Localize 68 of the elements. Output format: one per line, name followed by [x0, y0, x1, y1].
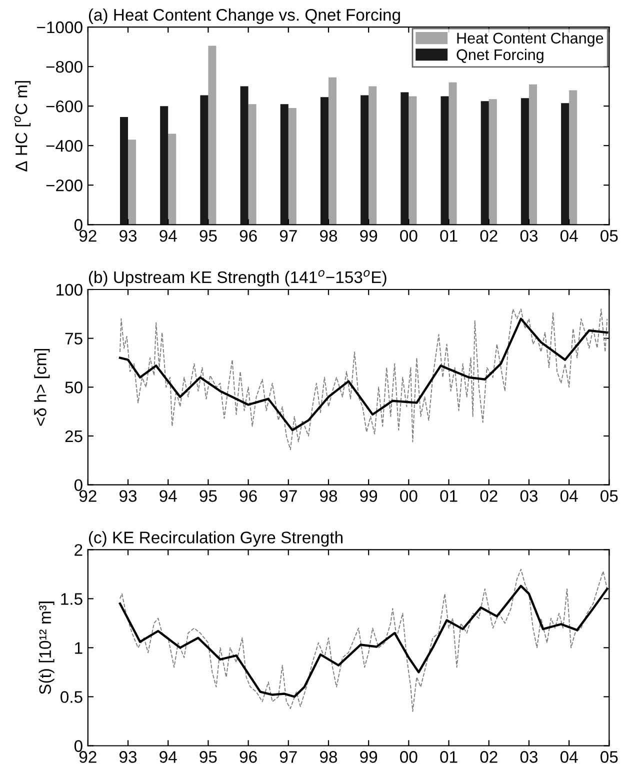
y-tick-label: 0	[74, 740, 82, 752]
x-tick-label: 00	[400, 230, 418, 242]
y-tick-label: 1.5	[61, 593, 82, 605]
y-tick-label: −1000	[37, 21, 82, 34]
x-tick-label: 93	[120, 751, 137, 763]
x-tick-label: 92	[79, 751, 96, 763]
x-tick-label: 94	[160, 490, 177, 502]
chart-title: (b) Upstream KE Strength (141$^{o}$−153$^{o}$E)	[88, 270, 386, 286]
x-tick-label: 95	[200, 751, 217, 763]
x-tick-label: 97	[280, 490, 297, 502]
x-tick-label: 05	[600, 751, 618, 763]
y-tick-label: −400	[46, 140, 82, 152]
x-tick-label: 93	[120, 490, 137, 502]
x-tick-label: 97	[280, 230, 297, 242]
y-tick-label: 75	[65, 332, 82, 345]
x-tick-label: 03	[520, 490, 538, 502]
x-tick-label: 97	[280, 751, 297, 763]
x-tick-label: 04	[560, 490, 578, 502]
x-tick-label: 95	[200, 230, 217, 242]
x-tick-label: 94	[160, 230, 177, 242]
chart-title: (c) KE Recirculation Gyre Strength	[88, 531, 342, 547]
x-tick-label: 01	[440, 490, 458, 502]
y-tick-label: −800	[46, 60, 82, 73]
y-tick-label: 2	[74, 544, 82, 556]
x-tick-label: 95	[200, 490, 217, 502]
x-tick-label: 98	[320, 751, 338, 763]
y-tick-label: −600	[46, 100, 82, 112]
y-tick-label: −200	[46, 180, 82, 192]
y-tick-label: 50	[65, 382, 82, 394]
x-tick-label: 01	[440, 751, 458, 763]
x-tick-label: 96	[240, 751, 257, 763]
y-axis-title: S(t) [10¹² m³]	[38, 602, 54, 694]
text: Heat Content Change	[457, 32, 604, 47]
x-tick-label: 98	[320, 490, 338, 502]
x-tick-label: 93	[120, 230, 137, 242]
y-tick-label: 25	[65, 430, 82, 442]
x-tick-label: 04	[560, 751, 578, 763]
x-tick-label: 02	[480, 751, 498, 763]
x-tick-label: 96	[240, 230, 257, 242]
x-tick-label: 04	[560, 230, 578, 242]
y-tick-label: 0	[74, 219, 82, 231]
chart-title: (a) Heat Content Change vs. Qnet Forcing	[88, 8, 400, 24]
x-tick-label: 94	[160, 751, 177, 763]
x-tick-label: 00	[400, 490, 418, 502]
x-tick-label: 96	[240, 490, 257, 502]
x-tick-label: 03	[520, 230, 538, 242]
y-tick-label: 0	[74, 479, 82, 492]
y-axis-title: <δ h> [cm]	[34, 348, 50, 426]
y-tick-label: 100	[56, 284, 82, 296]
line-series	[120, 308, 608, 450]
line-series	[120, 568, 608, 712]
y-tick-label: 1	[75, 642, 82, 654]
x-tick-label: 05	[600, 230, 618, 242]
x-tick-label: 99	[360, 490, 378, 502]
x-tick-label: 99	[360, 751, 378, 763]
x-tick-label: 92	[79, 230, 96, 242]
x-tick-label: 05	[600, 490, 618, 502]
x-tick-label: 02	[480, 230, 498, 242]
x-tick-label: 03	[520, 751, 538, 763]
x-tick-label: 98	[320, 230, 338, 242]
x-tick-label: 01	[440, 230, 458, 242]
x-tick-label: 92	[79, 490, 96, 502]
x-tick-label: 99	[360, 230, 378, 242]
x-tick-label: 02	[480, 490, 498, 502]
x-tick-label: 00	[400, 751, 418, 763]
y-axis-title: Δ HC [$^{o}$C m]	[14, 81, 31, 172]
legend-label: Qnet Forcing	[456, 48, 544, 64]
y-tick-label: 0.5	[60, 691, 82, 703]
